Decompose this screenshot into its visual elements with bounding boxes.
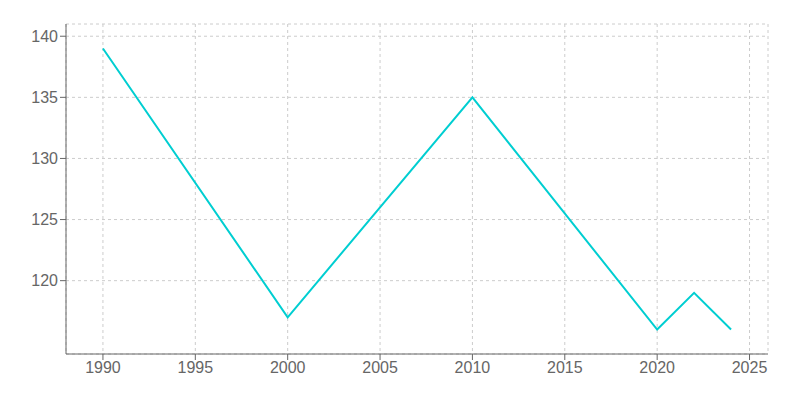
svg-text:2025: 2025: [732, 359, 768, 376]
svg-text:125: 125: [31, 211, 58, 228]
svg-text:1990: 1990: [85, 359, 121, 376]
svg-text:2010: 2010: [455, 359, 491, 376]
svg-text:2020: 2020: [639, 359, 675, 376]
svg-text:140: 140: [31, 28, 58, 45]
svg-text:2005: 2005: [362, 359, 398, 376]
svg-text:135: 135: [31, 89, 58, 106]
svg-text:1995: 1995: [178, 359, 214, 376]
svg-text:130: 130: [31, 150, 58, 167]
svg-text:120: 120: [31, 272, 58, 289]
svg-text:2000: 2000: [270, 359, 306, 376]
svg-text:2015: 2015: [547, 359, 583, 376]
